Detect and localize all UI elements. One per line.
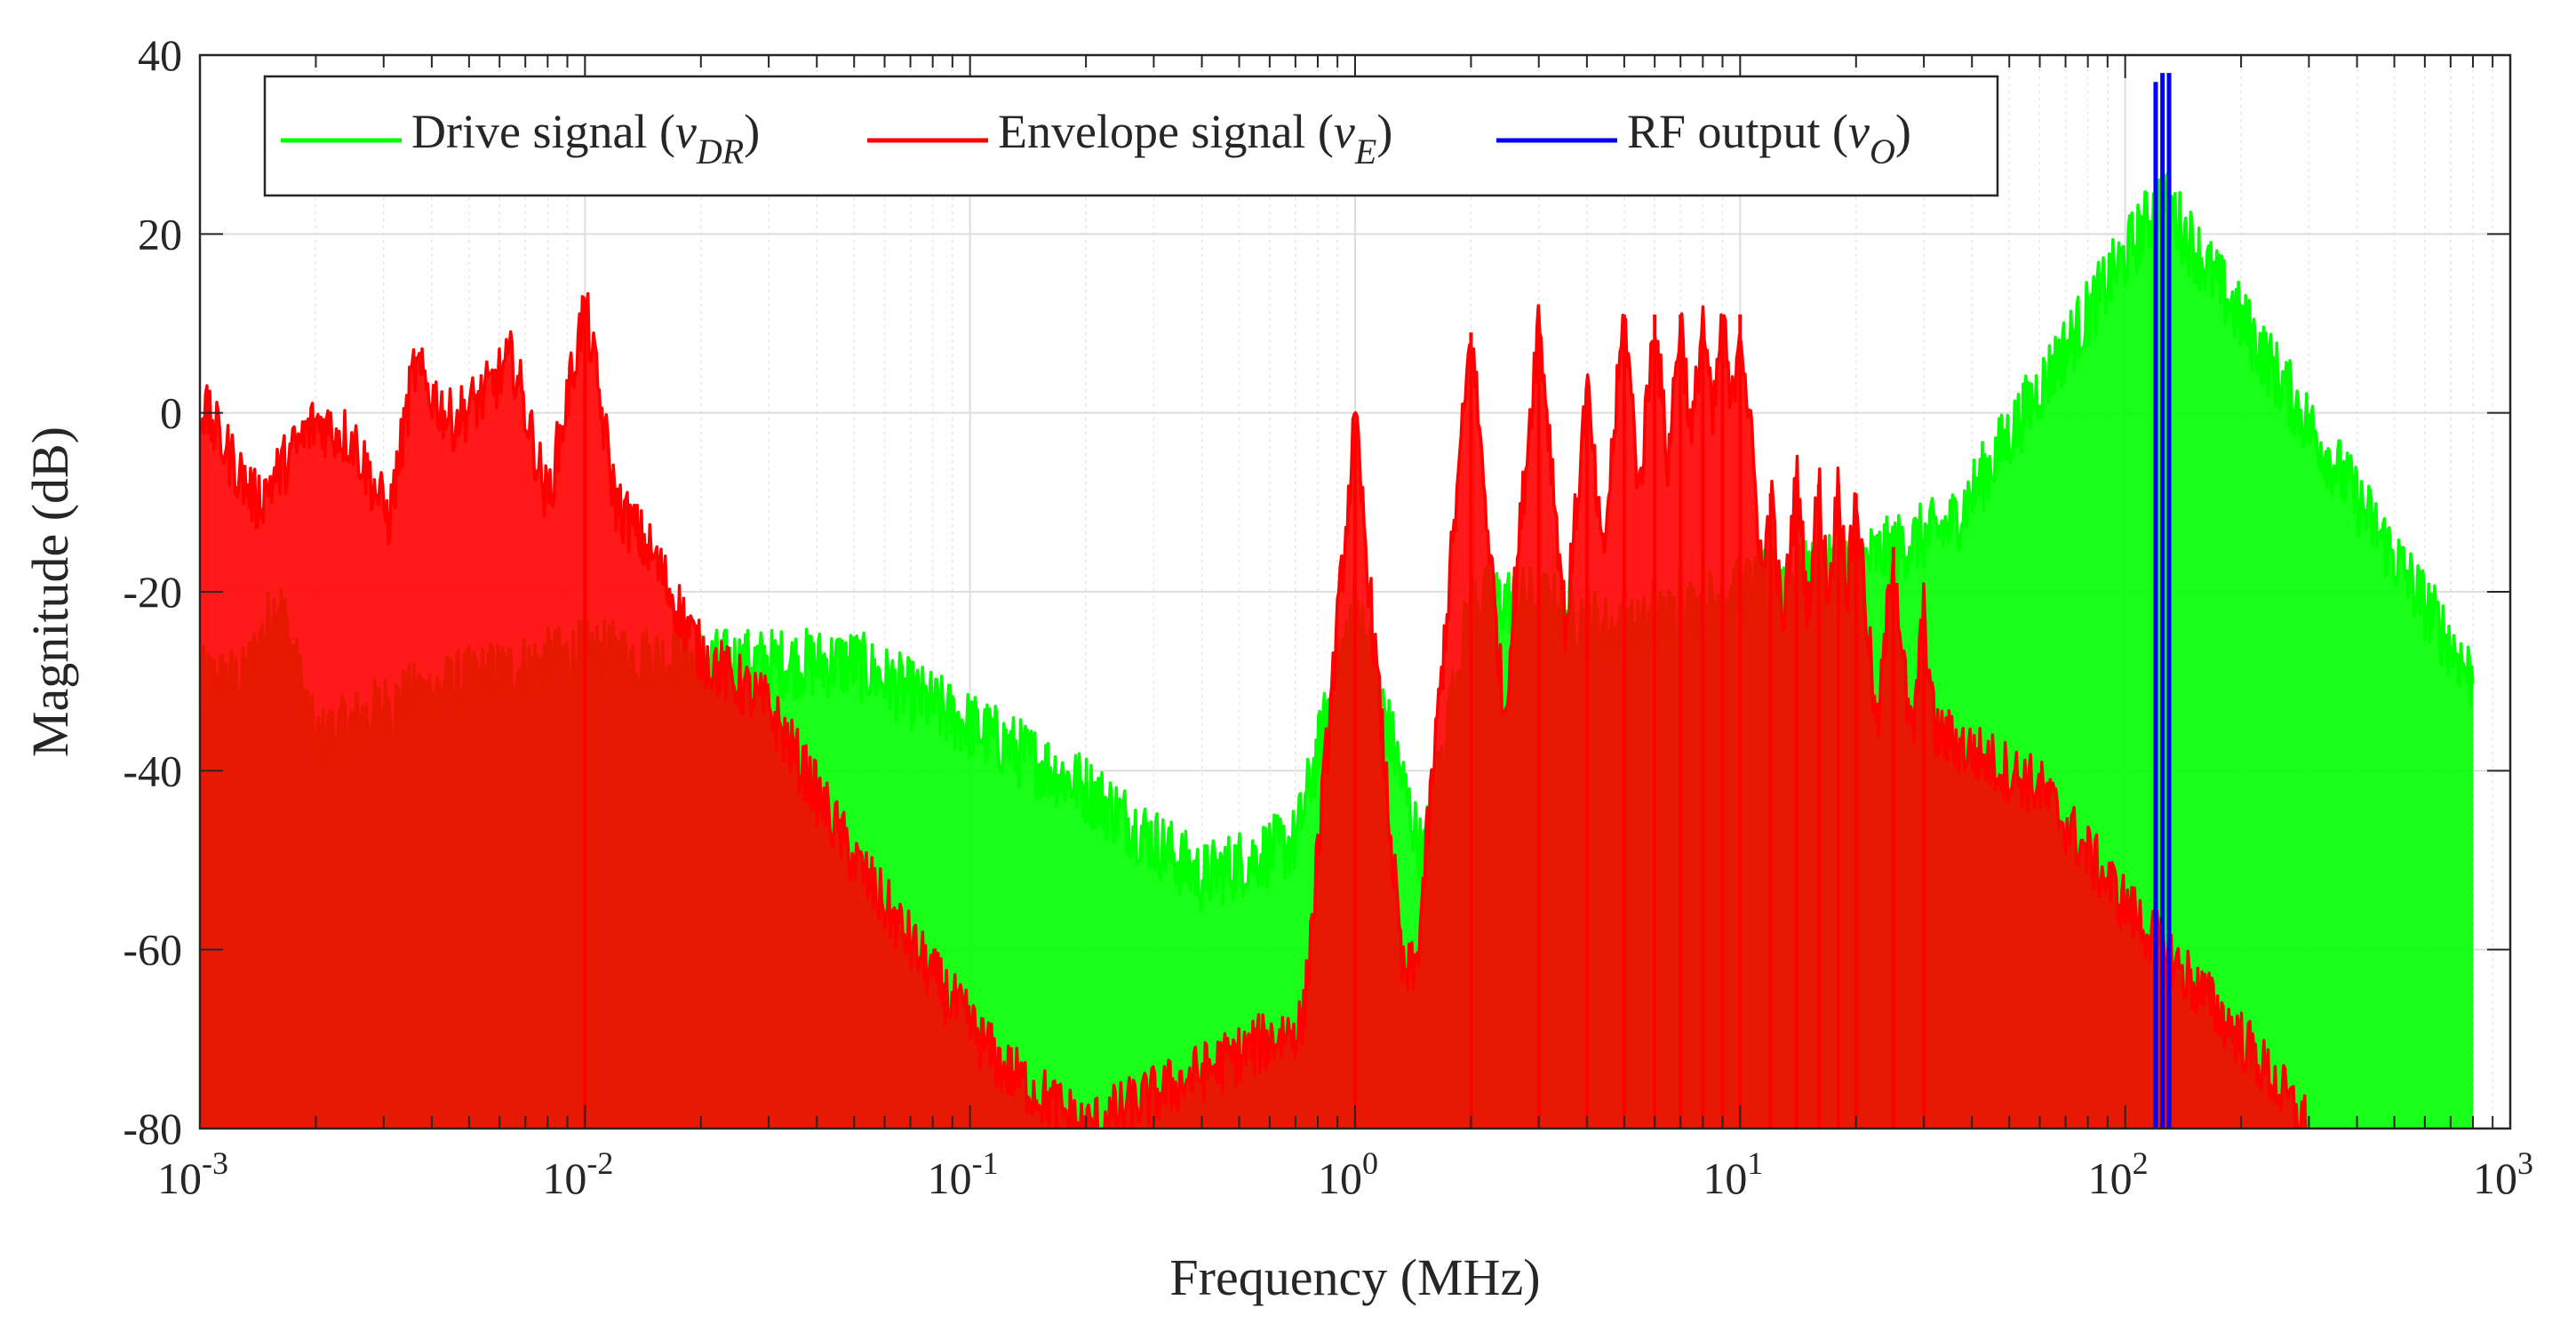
y-tick-label: -80: [123, 1104, 182, 1153]
y-tick-label: -60: [123, 925, 182, 975]
series-rf-output: [2153, 73, 2172, 1129]
x-tick-label: 101: [1703, 1145, 1763, 1203]
x-tick-label: 10-1: [928, 1145, 999, 1203]
x-tick-label: 10-3: [157, 1145, 228, 1203]
y-tick-label: 20: [138, 209, 182, 259]
y-tick-label: -20: [123, 567, 182, 617]
x-tick-label: 102: [2088, 1145, 2149, 1203]
x-axis-title: Frequency (MHz): [1169, 1248, 1540, 1306]
y-tick-labels: 40 20 0 -20 -40 -60 -80: [123, 30, 182, 1153]
axis-ticks: [199, 54, 2511, 1129]
legend-box: [263, 75, 1999, 197]
x-tick-label: 10-2: [542, 1145, 613, 1203]
y-tick-label: 0: [160, 388, 182, 438]
x-tick-label: 103: [2473, 1145, 2533, 1203]
x-tick-labels: 10-3 10-2 10-1 100 101 102 103: [157, 1145, 2533, 1203]
envelope-signal-line: [200, 291, 2308, 1129]
x-tick-label: 100: [1318, 1145, 1378, 1203]
legend-label-envelope: Envelope signal (vE): [998, 105, 1392, 171]
series-envelope-signal: [200, 291, 2309, 1129]
envelope-signal-area: [200, 293, 2309, 1129]
y-axis-title: Magnitude (dB): [21, 427, 79, 757]
legend-label-drive: Drive signal (vDR): [411, 105, 760, 171]
y-tick-label: -40: [123, 746, 182, 795]
legend: Drive signal (vDR) Envelope signal (vE) …: [263, 75, 1999, 197]
legend-label-rf: RF output (vO): [1627, 105, 1911, 171]
y-tick-label: 40: [138, 30, 182, 80]
plot-area: [200, 73, 2475, 1129]
